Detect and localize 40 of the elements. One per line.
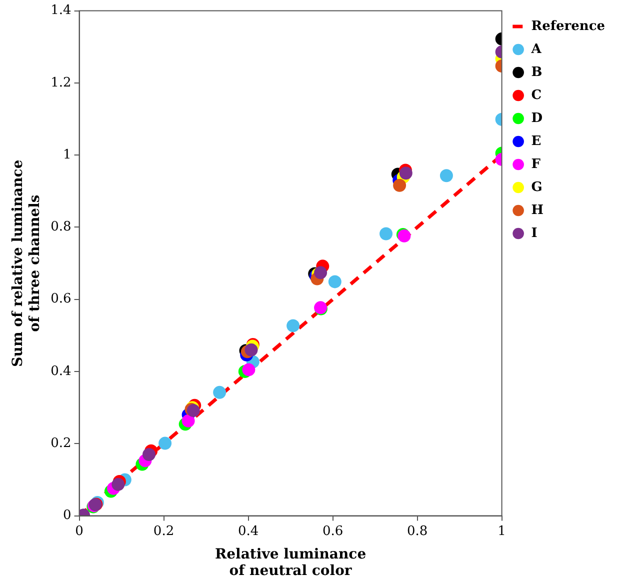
- point: [213, 386, 226, 399]
- y-tick-label: 0.8: [50, 220, 72, 235]
- y-tick-label: 1.2: [50, 75, 72, 90]
- point: [314, 266, 328, 280]
- y-tick-label: 1: [62, 147, 72, 162]
- x-tick-label: 0.8: [406, 524, 428, 539]
- x-tick-label: 1: [498, 524, 506, 539]
- x-tick-label: 0.6: [322, 524, 344, 539]
- y-tick-label: 0.4: [50, 364, 72, 379]
- point: [158, 436, 172, 450]
- legend-label: Reference: [531, 18, 606, 34]
- legend-label: H: [531, 202, 544, 218]
- point: [244, 343, 258, 356]
- legend-label: D: [531, 110, 543, 126]
- x-tick-label: 0.2: [153, 524, 174, 539]
- legend-label: G: [531, 180, 542, 195]
- point: [440, 169, 453, 182]
- y-axis-title: Sum of relative luminance of three channels: [10, 160, 43, 367]
- legend-label: B: [531, 64, 542, 80]
- point: [286, 319, 300, 332]
- point: [380, 227, 393, 240]
- point: [182, 414, 195, 428]
- point: [393, 178, 406, 192]
- x-tick-label: 0: [75, 524, 84, 539]
- legend-label: A: [530, 42, 542, 57]
- y-tick-label: 1.4: [50, 3, 72, 18]
- y-tick-label: 0: [62, 508, 72, 524]
- y-tick-label: 0.2: [50, 436, 72, 452]
- point: [142, 448, 156, 461]
- point: [112, 478, 125, 491]
- y-tick-label: 0.6: [50, 292, 72, 307]
- x-axis-title: Relative luminance of neutral color: [214, 546, 366, 580]
- legend-label: C: [531, 88, 542, 103]
- legend-label: I: [531, 226, 538, 241]
- point: [399, 166, 412, 180]
- legend-label: E: [531, 134, 542, 149]
- legend-label: F: [531, 156, 542, 172]
- x-tick-label: 0.4: [238, 524, 259, 539]
- point: [242, 363, 256, 376]
- point: [328, 275, 342, 288]
